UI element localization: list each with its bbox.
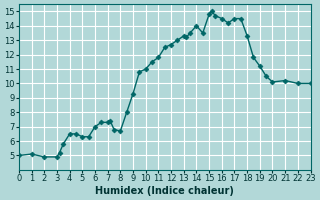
X-axis label: Humidex (Indice chaleur): Humidex (Indice chaleur)	[95, 186, 234, 196]
